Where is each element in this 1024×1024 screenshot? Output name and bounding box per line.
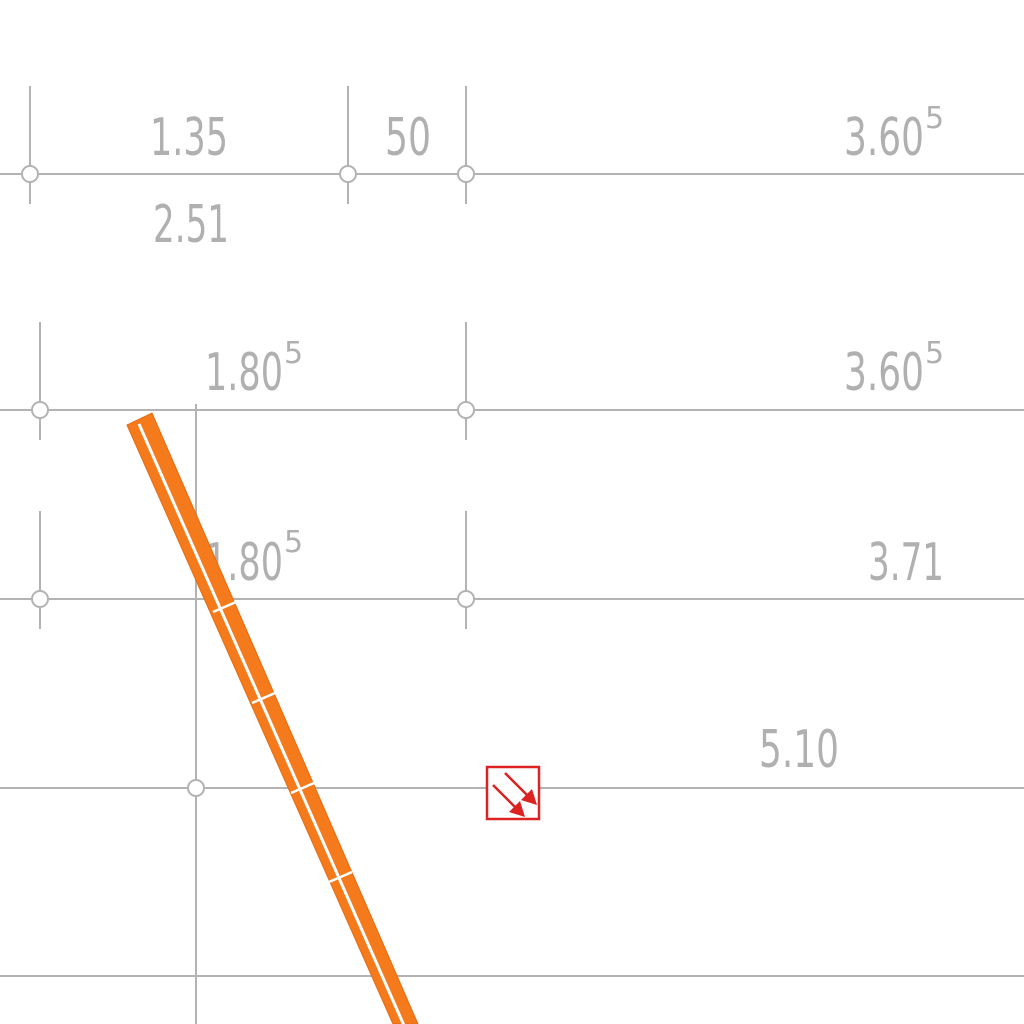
dimension-label-2: 50 xyxy=(385,108,431,168)
dimension-row-3 xyxy=(0,511,1024,629)
svg-text:2.51: 2.51 xyxy=(153,195,229,255)
dimension-row-2 xyxy=(0,322,1024,440)
dimension-label-3: 3.60 5 xyxy=(844,101,944,168)
dimension-label-1: 1.35 xyxy=(150,108,228,168)
svg-text:50: 50 xyxy=(385,108,431,168)
svg-text:5: 5 xyxy=(284,525,303,560)
dimension-label-8: 3.71 xyxy=(868,533,944,593)
svg-text:3.60: 3.60 xyxy=(844,343,924,403)
svg-text:3.71: 3.71 xyxy=(868,533,944,593)
dimension-label-5: 1.80 5 xyxy=(205,336,303,403)
svg-text:1.80: 1.80 xyxy=(205,343,283,403)
svg-text:3.60: 3.60 xyxy=(844,108,924,168)
svg-text:5: 5 xyxy=(284,336,303,371)
svg-text:5: 5 xyxy=(925,101,944,136)
conduit[interactable] xyxy=(126,412,419,1024)
svg-text:5: 5 xyxy=(925,336,944,371)
svg-text:5.10: 5.10 xyxy=(759,720,839,780)
dimension-label-6: 3.60 5 xyxy=(844,336,944,403)
double-arrow-box-icon[interactable] xyxy=(485,765,541,821)
dimension-label-9: 5.10 xyxy=(759,720,839,780)
dimension-label-4: 2.51 xyxy=(153,195,229,255)
svg-text:1.35: 1.35 xyxy=(150,108,228,168)
dimension-row-4 xyxy=(0,404,1024,1024)
dimension-row-1 xyxy=(0,86,1024,204)
